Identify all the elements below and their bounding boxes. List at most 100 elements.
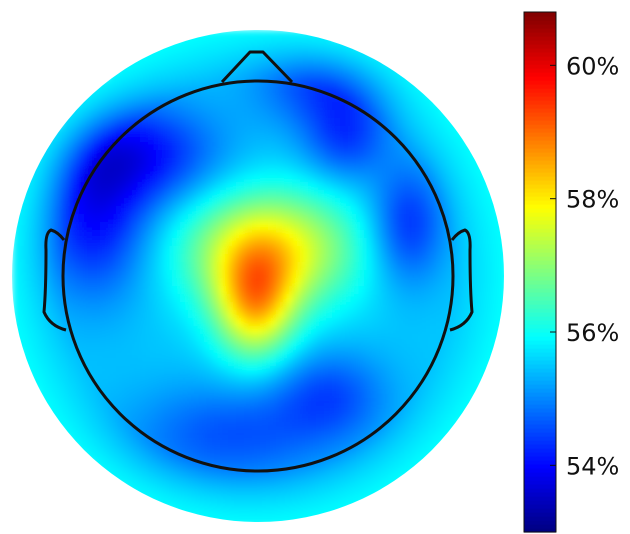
heatmap-cell	[268, 446, 277, 455]
heatmap-cell	[84, 222, 93, 231]
heatmap-cell	[212, 406, 221, 415]
heatmap-cell	[340, 190, 349, 199]
heatmap-cell	[380, 286, 389, 295]
heatmap-cell	[364, 438, 373, 447]
heatmap-cell	[156, 230, 165, 239]
heatmap-cell	[308, 334, 317, 343]
heatmap-cell	[396, 70, 405, 79]
heatmap-cell	[228, 454, 237, 463]
heatmap-cell	[36, 270, 45, 279]
heatmap-cell	[300, 486, 309, 495]
heatmap-cell	[44, 358, 53, 367]
heatmap-cell	[428, 366, 437, 375]
heatmap-cell	[252, 158, 261, 167]
heatmap-cell	[260, 54, 269, 63]
heatmap-cell	[124, 78, 133, 87]
heatmap-cell	[324, 326, 333, 335]
heatmap-cell	[316, 334, 325, 343]
heatmap-cell	[156, 222, 165, 231]
heatmap-cell	[364, 406, 373, 415]
heatmap-cell	[244, 470, 253, 479]
heatmap-cell	[188, 446, 197, 455]
heatmap-cell	[140, 406, 149, 415]
heatmap-cell	[108, 470, 117, 479]
heatmap-cell	[460, 294, 469, 303]
heatmap-cell	[316, 150, 325, 159]
heatmap-cell	[428, 150, 437, 159]
heatmap-cell	[324, 294, 333, 303]
heatmap-cell	[484, 238, 493, 247]
heatmap-cell	[44, 342, 53, 351]
heatmap-cell	[372, 318, 381, 327]
heatmap-cell	[324, 446, 333, 455]
heatmap-cell	[180, 142, 189, 151]
heatmap-cell	[92, 158, 101, 167]
heatmap-cell	[212, 54, 221, 63]
heatmap-cell	[316, 102, 325, 111]
heatmap-cell	[204, 46, 213, 55]
heatmap-cell	[308, 366, 317, 375]
heatmap-cell	[132, 110, 141, 119]
heatmap-cell	[204, 486, 213, 495]
heatmap-cell	[380, 406, 389, 415]
heatmap-cell	[100, 86, 109, 95]
heatmap-cell	[220, 502, 229, 511]
heatmap-cell	[100, 102, 109, 111]
heatmap-cell	[428, 102, 437, 111]
heatmap-cell	[268, 118, 277, 127]
heatmap-cell	[188, 366, 197, 375]
heatmap-cell	[396, 62, 405, 71]
heatmap-cell	[452, 390, 461, 399]
heatmap-cell	[124, 446, 133, 455]
heatmap-cell	[132, 350, 141, 359]
heatmap-cell	[348, 62, 357, 71]
heatmap-cell	[148, 430, 157, 439]
heatmap-cell	[68, 286, 77, 295]
heatmap-cell	[268, 142, 277, 151]
colorbar-step	[524, 124, 556, 129]
heatmap-cell	[20, 326, 29, 335]
heatmap-cell	[308, 70, 317, 79]
heatmap-cell	[148, 358, 157, 367]
heatmap-cell	[196, 78, 205, 87]
heatmap-cell	[276, 246, 285, 255]
heatmap-cell	[220, 70, 229, 79]
heatmap-cell	[228, 502, 237, 511]
heatmap-cell	[228, 230, 237, 239]
heatmap-cell	[164, 318, 173, 327]
heatmap-cell	[428, 110, 437, 119]
heatmap-cell	[420, 142, 429, 151]
heatmap-cell	[188, 86, 197, 95]
heatmap-cell	[340, 126, 349, 135]
heatmap-cell	[292, 30, 301, 39]
heatmap-cell	[84, 430, 93, 439]
heatmap-cell	[76, 318, 85, 327]
heatmap-cell	[476, 366, 485, 375]
heatmap-cell	[284, 46, 293, 55]
heatmap-cell	[316, 206, 325, 215]
heatmap-cell	[364, 102, 373, 111]
heatmap-cell	[36, 246, 45, 255]
heatmap-cell	[372, 390, 381, 399]
heatmap-cell	[388, 110, 397, 119]
heatmap-cell	[420, 366, 429, 375]
heatmap-cell	[116, 222, 125, 231]
heatmap-cell	[308, 358, 317, 367]
heatmap-cell	[404, 406, 413, 415]
heatmap-cell	[444, 110, 453, 119]
heatmap-cell	[132, 414, 141, 423]
heatmap-cell	[316, 446, 325, 455]
heatmap-cell	[12, 246, 21, 255]
heatmap-cell	[388, 70, 397, 79]
heatmap-cell	[124, 214, 133, 223]
heatmap-cell	[244, 54, 253, 63]
heatmap-cell	[308, 318, 317, 327]
heatmap-cell	[324, 510, 333, 519]
heatmap-cell	[428, 94, 437, 103]
heatmap-cell	[364, 310, 373, 319]
heatmap-cell	[212, 46, 221, 55]
heatmap-cell	[140, 302, 149, 311]
heatmap-cell	[108, 190, 117, 199]
heatmap-cell	[76, 294, 85, 303]
heatmap-cell	[324, 334, 333, 343]
